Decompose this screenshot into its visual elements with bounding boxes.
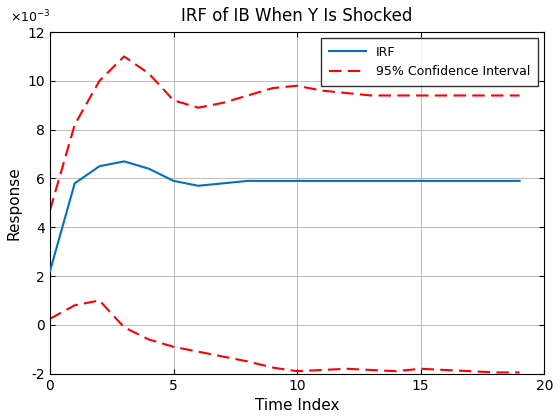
Line: 95% Confidence Interval: 95% Confidence Interval: [50, 56, 520, 210]
IRF: [516, 178, 523, 184]
95% Confidence Interval: [492, 93, 498, 98]
IRF: [319, 178, 325, 184]
IRF: [96, 164, 103, 169]
95% Confidence Interval: [467, 93, 474, 98]
IRF: [368, 178, 375, 184]
95% Confidence Interval: [417, 93, 424, 98]
Y-axis label: Response: Response: [7, 166, 22, 240]
IRF: [170, 178, 177, 184]
95% Confidence Interval: [220, 100, 226, 105]
95% Confidence Interval: [269, 86, 276, 91]
95% Confidence Interval: [393, 93, 399, 98]
IRF: [195, 183, 202, 188]
IRF: [220, 181, 226, 186]
95% Confidence Interval: [146, 71, 152, 76]
95% Confidence Interval: [442, 93, 449, 98]
IRF: [46, 269, 53, 274]
IRF: [294, 178, 301, 184]
IRF: [442, 178, 449, 184]
Text: $\times10^{-3}$: $\times10^{-3}$: [11, 9, 51, 25]
Legend: IRF, 95% Confidence Interval: IRF, 95% Confidence Interval: [321, 38, 538, 86]
95% Confidence Interval: [96, 79, 103, 84]
IRF: [244, 178, 251, 184]
95% Confidence Interval: [121, 54, 128, 59]
95% Confidence Interval: [368, 93, 375, 98]
95% Confidence Interval: [294, 83, 301, 88]
IRF: [269, 178, 276, 184]
IRF: [492, 178, 498, 184]
IRF: [146, 166, 152, 171]
95% Confidence Interval: [170, 98, 177, 103]
95% Confidence Interval: [46, 207, 53, 213]
95% Confidence Interval: [516, 93, 523, 98]
IRF: [71, 181, 78, 186]
95% Confidence Interval: [71, 122, 78, 127]
95% Confidence Interval: [244, 93, 251, 98]
X-axis label: Time Index: Time Index: [255, 398, 339, 413]
IRF: [393, 178, 399, 184]
IRF: [467, 178, 474, 184]
95% Confidence Interval: [343, 91, 350, 96]
IRF: [417, 178, 424, 184]
IRF: [343, 178, 350, 184]
Line: IRF: IRF: [50, 161, 520, 271]
IRF: [121, 159, 128, 164]
Title: IRF of IB When Y Is Shocked: IRF of IB When Y Is Shocked: [181, 7, 413, 25]
95% Confidence Interval: [319, 88, 325, 93]
95% Confidence Interval: [195, 105, 202, 110]
